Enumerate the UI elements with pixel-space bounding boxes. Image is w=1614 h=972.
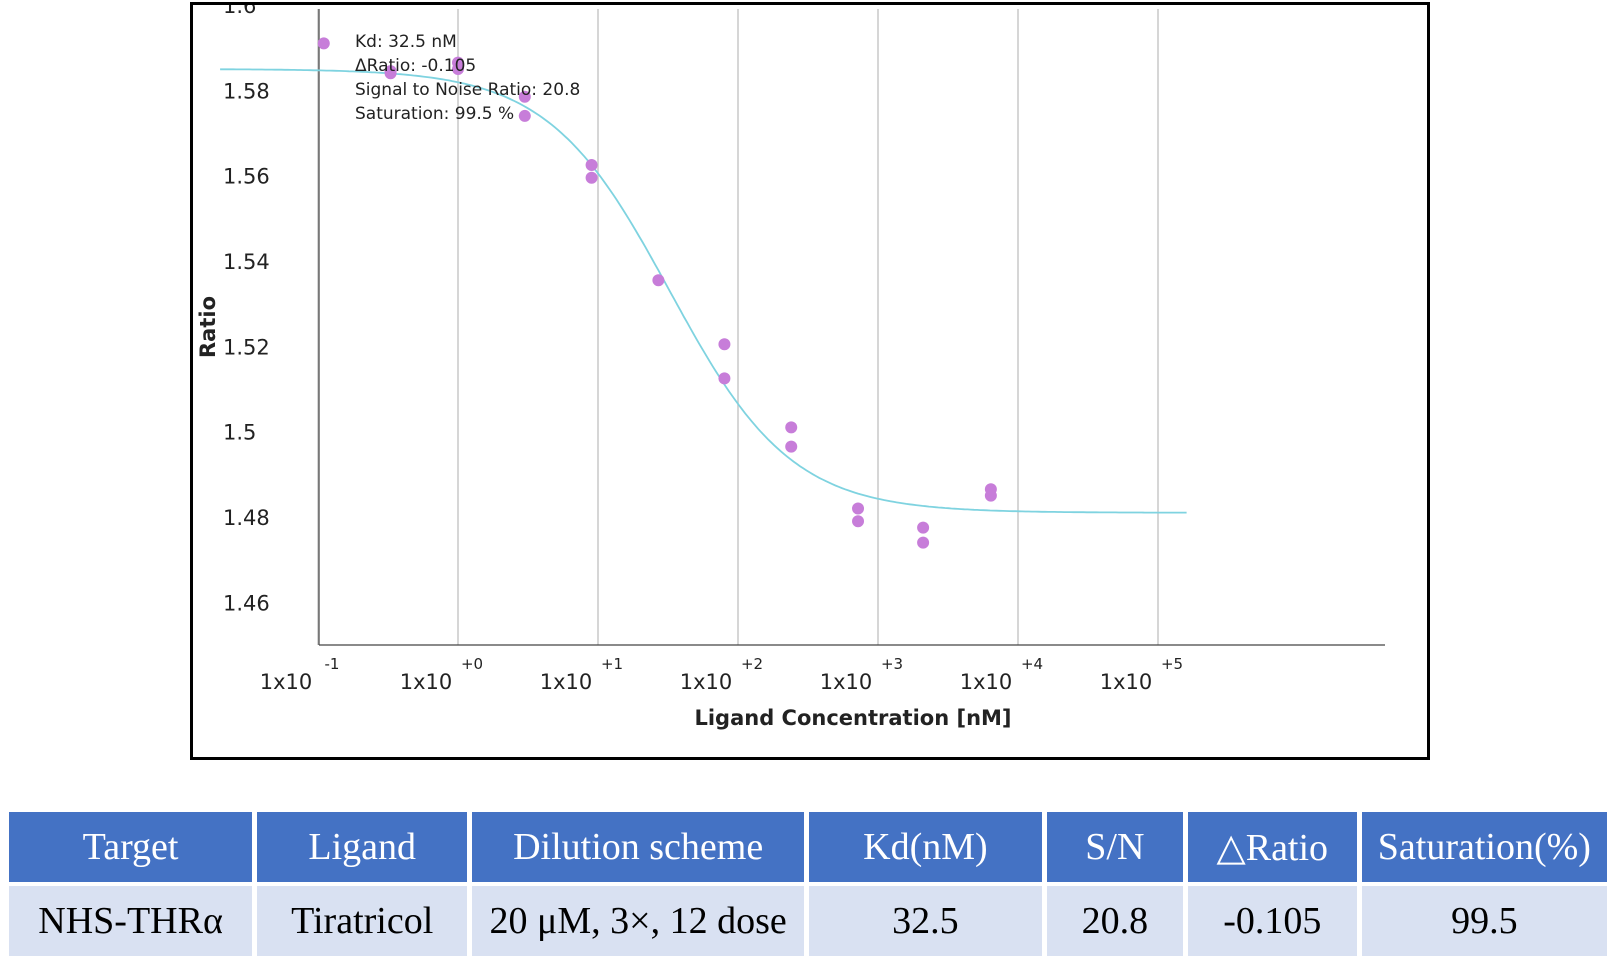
data-point xyxy=(518,90,531,103)
x-tick-base: 1x10 xyxy=(400,670,453,694)
header-signal-noise: S/N xyxy=(1046,812,1183,882)
y-tick-label: 1.46 xyxy=(223,591,270,615)
cell-kd: 32.5 xyxy=(809,886,1042,956)
data-point xyxy=(917,536,930,549)
data-point xyxy=(917,521,930,534)
x-tick-label: 1x10 +2 xyxy=(680,655,763,694)
data-point xyxy=(518,109,531,122)
data-point xyxy=(718,372,731,385)
data-point xyxy=(585,159,598,171)
fit-curve xyxy=(220,68,1187,514)
data-point xyxy=(852,515,865,528)
x-tick-base: 1x10 xyxy=(680,670,733,694)
x-tick-label: 1x10 +5 xyxy=(1100,655,1183,694)
annotation-saturation: Saturation: 99.5 % xyxy=(355,104,514,124)
cell-signal-noise: 20.8 xyxy=(1046,886,1183,956)
x-tick-labels: 1x10-11x10+01x10+11x10+21x10+31x10+41x10… xyxy=(260,655,1183,694)
header-ligand: Ligand xyxy=(257,812,468,882)
x-tick-base: 1x10 xyxy=(960,670,1013,694)
data-point xyxy=(585,171,598,184)
data-point xyxy=(452,63,464,75)
data-point xyxy=(384,65,397,78)
data-point xyxy=(852,502,865,515)
results-table: Target Ligand Dilution scheme Kd(nM) S/N… xyxy=(4,808,1612,960)
binding-curve-chart: 1.61.581.561.541.521.51.481.46 1x10-11x1… xyxy=(196,5,1385,730)
y-tick-label: 1.52 xyxy=(223,335,270,359)
data-point xyxy=(785,440,798,453)
x-tick-exponent: -1 xyxy=(325,655,340,673)
x-tick-exponent: +0 xyxy=(461,655,483,673)
x-tick-base: 1x10 xyxy=(1100,670,1153,694)
data-point xyxy=(984,489,997,502)
x-tick-base: 1x10 xyxy=(820,670,873,694)
y-tick-label: 1.54 xyxy=(223,250,270,274)
table-header-row: Target Ligand Dilution scheme Kd(nM) S/N… xyxy=(9,812,1607,882)
data-point xyxy=(317,37,330,50)
annotation-delta-ratio: ΔRatio: -0.105 xyxy=(355,56,476,76)
annotation-signal-noise: Signal to Noise Ratio: 20.8 xyxy=(355,80,580,100)
cell-target: NHS-THRα xyxy=(9,886,253,956)
grid-lines xyxy=(317,9,1159,645)
header-delta-ratio: △Ratio xyxy=(1187,812,1357,882)
annotation-kd: Kd: 32.5 nM xyxy=(355,32,457,52)
x-tick-label: 1x10 +1 xyxy=(540,655,623,694)
y-tick-label: 1.56 xyxy=(223,165,270,189)
x-tick-exponent: +5 xyxy=(1161,655,1183,673)
y-tick-label: 1.58 xyxy=(223,79,270,103)
x-tick-base: 1x10 xyxy=(540,670,593,694)
x-axis-title: Ligand Concentration [nM] xyxy=(694,706,1011,730)
y-axis-title: Ratio xyxy=(196,296,220,358)
chart-frame: 1.6 1.58 1.56 1.54 1.52 1.5 1.48 1.46 1x10 -1 1x1… xyxy=(190,2,1430,760)
x-tick-label: 1x10 -1 xyxy=(260,655,340,694)
x-tick-label: 1x10 +3 xyxy=(820,655,903,694)
x-tick-label: 1x10 +0 xyxy=(400,655,483,694)
data-points xyxy=(317,37,997,549)
header-target: Target xyxy=(9,812,253,882)
cell-saturation: 99.5 xyxy=(1361,886,1607,956)
table-row: NHS-THRα Tiratricol 20 μM, 3×, 12 dose 3… xyxy=(9,886,1607,956)
data-point xyxy=(718,338,731,351)
x-tick-base: 1x10 xyxy=(260,670,313,694)
x-tick-exponent: +4 xyxy=(1021,655,1043,673)
x-tick-exponent: +3 xyxy=(881,655,903,673)
data-point xyxy=(652,274,665,287)
header-kd: Kd(nM) xyxy=(809,812,1042,882)
cell-dilution-scheme: 20 μM, 3×, 12 dose xyxy=(472,886,804,956)
data-point xyxy=(785,421,798,434)
y-tick-labels: 1.6 1.58 1.56 1.54 1.52 1.5 1.48 1.46 xyxy=(223,5,270,615)
header-dilution-scheme: Dilution scheme xyxy=(472,812,804,882)
x-tick-exponent: +2 xyxy=(741,655,763,673)
cell-delta-ratio: -0.105 xyxy=(1187,886,1357,956)
y-tick-label: 1.5 xyxy=(223,421,256,445)
x-tick-label: 1x10 +4 xyxy=(960,655,1043,694)
y-tick-label: 1.48 xyxy=(223,506,270,530)
cell-ligand: Tiratricol xyxy=(257,886,468,956)
x-tick-exponent: +1 xyxy=(601,655,623,673)
header-saturation: Saturation(%) xyxy=(1361,812,1607,882)
fit-annotations: Kd: 32.5 nM ΔRatio: -0.105 Signal to Noi… xyxy=(355,32,580,124)
axes xyxy=(318,9,1385,646)
y-tick-label: 1.6 xyxy=(223,5,256,18)
